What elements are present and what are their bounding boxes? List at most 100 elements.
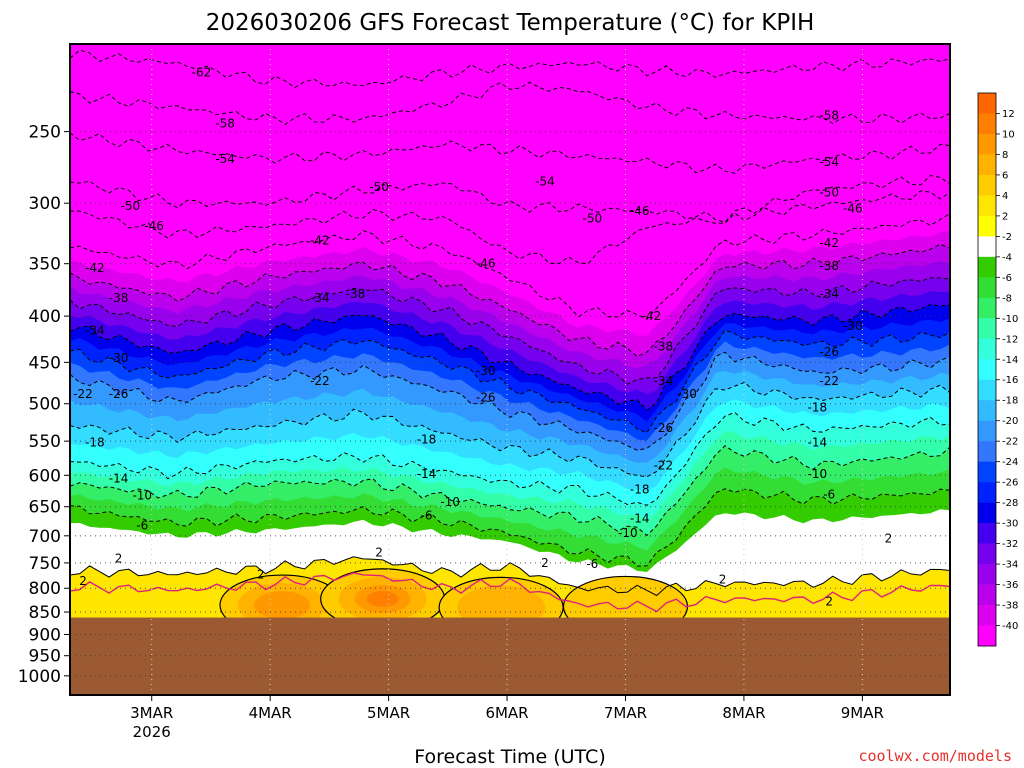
isotherm--54 — [70, 132, 950, 174]
colorbar-swatch — [978, 482, 996, 503]
credit-text[interactable]: coolwx.com/models — [858, 747, 1012, 765]
isotherm-label: 2 — [257, 567, 265, 581]
colorbar-label: 4 — [1002, 191, 1008, 202]
y-axis-ticks: 2503003504004505005506006507007508008509… — [18, 123, 70, 687]
ground-fill — [70, 617, 950, 695]
colorbar-label: -24 — [1002, 457, 1018, 468]
isotherm-label: -38 — [819, 259, 839, 273]
y-tick-label: 950 — [29, 647, 61, 667]
isotherm-label: -62 — [192, 65, 212, 79]
isotherm-label: -10 — [808, 467, 828, 481]
isotherm-label: -58 — [215, 117, 235, 131]
y-tick-label: 900 — [29, 625, 61, 645]
colorbar-swatch — [978, 154, 996, 176]
isotherm-label: -50 — [369, 180, 389, 194]
warm-core-1-3 — [366, 590, 399, 607]
colorbar-label: -18 — [1002, 396, 1018, 407]
isotherm-label: -46 — [630, 204, 650, 218]
colorbar-label: 8 — [1002, 150, 1008, 161]
isotherm-label: -18 — [417, 433, 437, 447]
isotherm-label: -34 — [819, 287, 839, 301]
isotherm-label: -50 — [819, 186, 839, 200]
y-tick-label: 1000 — [18, 667, 61, 687]
colorbar-label: -26 — [1002, 478, 1018, 489]
colorbar-swatch — [978, 605, 996, 626]
y-tick-label: 700 — [29, 527, 61, 547]
isotherm-label: -46 — [843, 201, 863, 215]
isotherm-label: -34 — [654, 374, 674, 388]
colorbar-label: -32 — [1002, 539, 1018, 550]
isotherm--26 — [70, 329, 950, 434]
ground-mask — [70, 617, 950, 695]
x-tick-label: 7MAR — [604, 704, 647, 722]
isotherm--46 — [70, 190, 950, 265]
colorbar-label: -38 — [1002, 601, 1018, 612]
isotherm-label: -14 — [630, 512, 650, 526]
colorbar-swatch — [978, 441, 996, 462]
isotherm-label: -58 — [819, 109, 839, 123]
isotherm-label: -22 — [819, 374, 839, 388]
colorbar-swatch — [978, 461, 996, 483]
isotherm-label: -6 — [136, 519, 148, 533]
isotherm--6 — [70, 488, 950, 567]
colorbar-swatch — [978, 277, 996, 299]
colorbar-swatch — [978, 256, 996, 278]
colorbar-swatch — [978, 133, 996, 155]
isotherm-label: -54 — [819, 155, 839, 169]
y-tick-label: 500 — [29, 395, 61, 415]
warm-core-0-2 — [254, 591, 311, 620]
isotherm-zero — [70, 572, 950, 613]
isotherm-label: -26 — [654, 421, 674, 435]
colorbar-frame — [977, 92, 997, 647]
isotherm-label: 2 — [541, 556, 549, 570]
y-tick-label: 300 — [29, 194, 61, 214]
isotherm-label: -38 — [109, 291, 129, 305]
colorbar-swatch — [978, 359, 996, 381]
gridlines — [70, 44, 950, 695]
isotherm-label: -50 — [121, 199, 141, 213]
isotherm-label: 2 — [115, 552, 123, 566]
isotherm-label: -34 — [85, 324, 105, 338]
colorbar-swatch — [978, 215, 996, 237]
isotherm-label: -38 — [654, 339, 674, 353]
colorbar-swatch — [978, 523, 996, 544]
colorbar-label: -12 — [1002, 334, 1018, 345]
colorbar-label: -14 — [1002, 355, 1018, 366]
isotherm-label: -30 — [476, 364, 496, 378]
x-axis-label: Forecast Time (UTC) — [414, 746, 605, 768]
colorbar-swatch — [978, 420, 996, 442]
y-tick-label: 450 — [29, 353, 61, 373]
isotherm--22 — [70, 351, 950, 451]
isotherm--34 — [70, 277, 950, 385]
colorbar-label: 6 — [1002, 170, 1008, 181]
colorbar-swatch — [978, 338, 996, 360]
y-tick-label: 600 — [29, 466, 61, 486]
colorbar: 12 10 8 6 4 2 -2 -4 -6 -8 -10 -12 -14 -16 -18 -20 -22 -24… — [977, 92, 1018, 647]
isotherm-label: -46 — [144, 219, 164, 233]
y-tick-label: 800 — [29, 579, 61, 599]
y-tick-label: 250 — [29, 123, 61, 143]
colorbar-label: 12 — [1002, 109, 1015, 120]
isotherm-label: -26 — [819, 345, 839, 359]
colorbar-label: -2 — [1002, 232, 1012, 243]
y-tick-label: 850 — [29, 603, 61, 623]
colorbar-label: -30 — [1002, 519, 1018, 530]
colorbar-swatch — [978, 236, 996, 258]
isotherm--14 — [70, 411, 950, 506]
plot-area: -62-58-58-54-54-54-50-50-50-50-46-46-46-… — [70, 44, 950, 695]
isotherm-label: -54 — [535, 175, 555, 189]
colorbar-swatch — [978, 379, 996, 401]
isotherm-label: -6 — [823, 487, 835, 501]
isotherm-label: -54 — [215, 152, 235, 166]
colorbar-label: -16 — [1002, 375, 1018, 386]
y-tick-label: 650 — [29, 498, 61, 518]
isotherm-contours — [70, 49, 950, 613]
isotherm--58 — [70, 81, 950, 126]
isotherm-label: -22 — [73, 387, 93, 401]
colorbar-swatch — [978, 584, 996, 606]
colorbar-swatch — [978, 297, 996, 319]
isotherm--18 — [70, 381, 950, 478]
colorbar-swatch — [978, 564, 996, 585]
isotherm-label: -42 — [642, 309, 662, 323]
